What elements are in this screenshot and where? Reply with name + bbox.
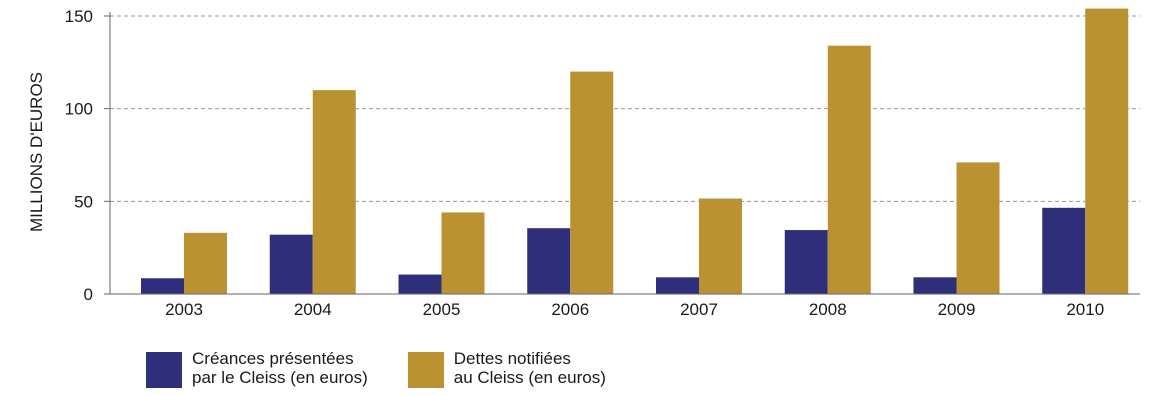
gridlines xyxy=(110,15,1140,202)
legend-label-creances: Créances présentées par le Cleiss (en eu… xyxy=(192,349,368,387)
x-tick-label-2003: 2003 xyxy=(165,300,203,319)
y-tick-label-0: 0 xyxy=(84,285,93,304)
bar-dettes-2004 xyxy=(312,90,356,294)
legend-item-dettes: Dettes notifiées au Cleiss (en euros) xyxy=(407,349,606,388)
legend-item-creances: Créances présentées par le Cleiss (en eu… xyxy=(146,349,368,388)
bar-dettes-2009 xyxy=(956,162,1000,294)
bar-creances-2003 xyxy=(141,278,184,294)
bar-dettes-2010 xyxy=(1085,8,1129,294)
x-tick-label-2006: 2006 xyxy=(551,300,589,319)
x-tick-label-2005: 2005 xyxy=(423,300,461,319)
bar-dettes-2008 xyxy=(827,45,871,294)
bar-creances-2005 xyxy=(398,274,442,294)
x-tick-label-2004: 2004 xyxy=(294,300,332,319)
bar-creances-2009 xyxy=(913,277,957,294)
x-tick-label-2009: 2009 xyxy=(938,300,976,319)
bar-dettes-2005 xyxy=(441,212,485,294)
bar-creances-2006 xyxy=(527,228,571,294)
y-tick-label-100: 100 xyxy=(65,100,93,119)
y-tick-label-50: 50 xyxy=(74,192,93,211)
bar-creances-2008 xyxy=(784,230,828,294)
bar-dettes-2003 xyxy=(184,232,227,294)
axes xyxy=(104,12,1140,295)
bar-dettes-2006 xyxy=(570,71,614,294)
x-tick-label-2007: 2007 xyxy=(680,300,718,319)
x-tick-label-2010: 2010 xyxy=(1066,300,1104,319)
y-tick-label-150: 150 xyxy=(65,7,93,26)
legend-label-dettes: Dettes notifiées au Cleiss (en euros) xyxy=(453,349,606,387)
legend-swatch-dettes xyxy=(407,352,444,388)
bar-creances-2004 xyxy=(269,234,313,294)
x-tick-labels: 2003 2004 2005 2006 2007 2008 2009 2010 xyxy=(165,300,1104,319)
bar-dettes-2007 xyxy=(699,198,742,294)
x-tick-label-2008: 2008 xyxy=(809,300,847,319)
bar-creances-2007 xyxy=(656,277,699,294)
bars xyxy=(141,8,1129,294)
legend-swatch-creances xyxy=(146,352,182,388)
legend: Créances présentées par le Cleiss (en eu… xyxy=(146,349,606,388)
bar-creances-2010 xyxy=(1042,207,1086,294)
y-axis-title: MILLIONS D'EUROS xyxy=(27,72,46,232)
y-tick-labels: 0 50 100 150 xyxy=(65,7,93,304)
